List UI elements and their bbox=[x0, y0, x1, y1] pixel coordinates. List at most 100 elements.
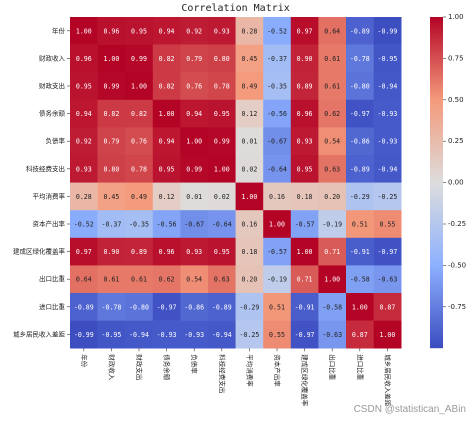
heatmap-cell bbox=[235, 182, 264, 211]
heatmap-cell bbox=[70, 265, 98, 294]
cell-value-label: -0.99 bbox=[377, 27, 397, 35]
column-label: 财政收入 bbox=[107, 354, 116, 381]
heatmap-cell bbox=[318, 237, 347, 266]
heatmap-cell bbox=[346, 72, 374, 101]
column-label: 平均消费率 bbox=[245, 354, 254, 387]
cell-value-label: -0.91 bbox=[350, 248, 370, 256]
cell-value-label: -0.95 bbox=[377, 55, 397, 63]
cell-value-label: 1.00 bbox=[131, 83, 147, 91]
cell-value-label: -0.78 bbox=[101, 303, 121, 311]
heatmap-cell bbox=[70, 155, 98, 183]
heatmap-cell bbox=[152, 127, 181, 156]
cell-value-label: -0.93 bbox=[377, 138, 397, 146]
row-label: 负债率 bbox=[46, 136, 66, 145]
heatmap-cell bbox=[180, 210, 209, 239]
cell-value-label: 0.28 bbox=[241, 27, 257, 35]
heatmap-cell bbox=[125, 293, 154, 321]
cell-value-label: -0.94 bbox=[129, 331, 149, 339]
heatmap-cell bbox=[125, 237, 154, 266]
cell-value-label: 0.45 bbox=[103, 193, 119, 201]
heatmap-cell bbox=[180, 72, 209, 101]
cell-value-label: -0.95 bbox=[101, 331, 121, 339]
heatmap-cell bbox=[235, 293, 264, 321]
cell-value-label: 0.94 bbox=[159, 138, 175, 146]
heatmap-cell bbox=[70, 210, 98, 239]
cell-value-label: -0.35 bbox=[129, 221, 149, 229]
cell-value-label: 0.93 bbox=[214, 27, 230, 35]
heatmap-cell bbox=[290, 237, 319, 266]
heatmap-cell bbox=[180, 127, 209, 156]
cell-value-label: 0.76 bbox=[131, 138, 147, 146]
cell-value-label: 0.92 bbox=[76, 138, 92, 146]
cell-value-label: -0.97 bbox=[295, 331, 315, 339]
heatmap-cell bbox=[152, 155, 181, 183]
heatmap-cell bbox=[152, 237, 181, 266]
cell-value-label: 0.95 bbox=[76, 83, 92, 91]
heatmap-cell bbox=[346, 44, 374, 73]
row-label: 城乡居民收入差距 bbox=[13, 329, 66, 338]
cell-value-label: 0.95 bbox=[214, 248, 230, 256]
column-label: 进口比重 bbox=[356, 354, 365, 381]
heatmap-cell bbox=[180, 182, 209, 211]
heatmap-cell bbox=[263, 127, 292, 156]
heatmap-cell bbox=[152, 44, 181, 73]
cell-value-label: -0.93 bbox=[184, 331, 204, 339]
cell-value-label: 0.99 bbox=[214, 138, 230, 146]
cell-value-label: -0.57 bbox=[295, 221, 315, 229]
cell-value-label: -0.63 bbox=[322, 331, 342, 339]
heatmap-cell bbox=[235, 99, 264, 128]
heatmap-cell bbox=[318, 17, 347, 45]
cell-value-label: -0.58 bbox=[350, 276, 370, 284]
heatmap-cell bbox=[318, 320, 347, 349]
heatmap-cell bbox=[346, 182, 374, 211]
cell-value-label: 0.94 bbox=[186, 110, 202, 118]
row-labels: 年份财政收入财政支出债务余额负债率科技经费支出平均消费率资本产出率建成区绿化覆盖… bbox=[13, 26, 70, 338]
cell-value-label: 0.78 bbox=[131, 165, 147, 173]
heatmap-cell bbox=[290, 293, 319, 321]
cell-value-label: -0.64 bbox=[212, 221, 232, 229]
cell-value-label: 0.55 bbox=[269, 331, 285, 339]
cell-value-label: 0.71 bbox=[324, 248, 340, 256]
cell-value-label: 0.87 bbox=[379, 303, 395, 311]
cell-value-label: 0.94 bbox=[159, 27, 175, 35]
heatmap-cell bbox=[180, 293, 209, 321]
heatmap-cell bbox=[180, 237, 209, 266]
heatmap-cell bbox=[235, 44, 264, 73]
cell-value-label: 0.97 bbox=[297, 27, 313, 35]
cell-value-label: -0.63 bbox=[377, 276, 397, 284]
cell-value-label: 1.00 bbox=[241, 193, 257, 201]
cell-value-label: 0.80 bbox=[103, 165, 119, 173]
cell-value-label: 0.16 bbox=[269, 193, 285, 201]
cell-value-label: 0.16 bbox=[241, 221, 257, 229]
cell-value-label: -0.86 bbox=[350, 138, 370, 146]
column-label: 财政支出 bbox=[135, 354, 144, 380]
column-labels: 年份 财政收入 财政支出 债务余额 负债率 科技经费支出 平均消费率 资本产出率 建成区绿化覆盖… bbox=[80, 348, 392, 407]
cell-value-label: 0.95 bbox=[297, 165, 313, 173]
watermark-text: CSDN @statistican_ABin bbox=[353, 404, 466, 415]
cell-value-label: 0.95 bbox=[214, 110, 230, 118]
cell-value-label: 1.00 bbox=[324, 276, 340, 284]
cell-value-label: 0.61 bbox=[131, 276, 147, 284]
cell-value-label: -0.97 bbox=[350, 110, 370, 118]
cell-value-label: 0.02 bbox=[241, 165, 257, 173]
heatmap-cell bbox=[125, 210, 154, 239]
cell-value-label: 0.82 bbox=[131, 110, 147, 118]
cell-value-label: -0.64 bbox=[267, 165, 287, 173]
cell-value-label: 0.99 bbox=[186, 165, 202, 173]
cell-value-label: -0.29 bbox=[350, 193, 370, 201]
cell-value-label: -0.56 bbox=[157, 221, 177, 229]
cell-value-label: -0.97 bbox=[157, 303, 177, 311]
heatmap-cell bbox=[290, 72, 319, 101]
heatmap-cell bbox=[373, 210, 402, 239]
colorbar-tick-label: 0.00 bbox=[448, 179, 464, 187]
cell-value-label: 0.82 bbox=[159, 83, 175, 91]
cell-value-label: -0.89 bbox=[74, 303, 94, 311]
cell-value-label: -0.91 bbox=[295, 303, 315, 311]
cell-value-label: -0.67 bbox=[267, 138, 287, 146]
heatmap-cell bbox=[70, 72, 98, 101]
cell-value-label: 0.90 bbox=[297, 55, 313, 63]
heatmap-cell bbox=[125, 127, 154, 156]
heatmap-cell bbox=[373, 127, 402, 156]
column-label: 年份 bbox=[80, 354, 89, 368]
heatmap-cell bbox=[208, 44, 236, 73]
